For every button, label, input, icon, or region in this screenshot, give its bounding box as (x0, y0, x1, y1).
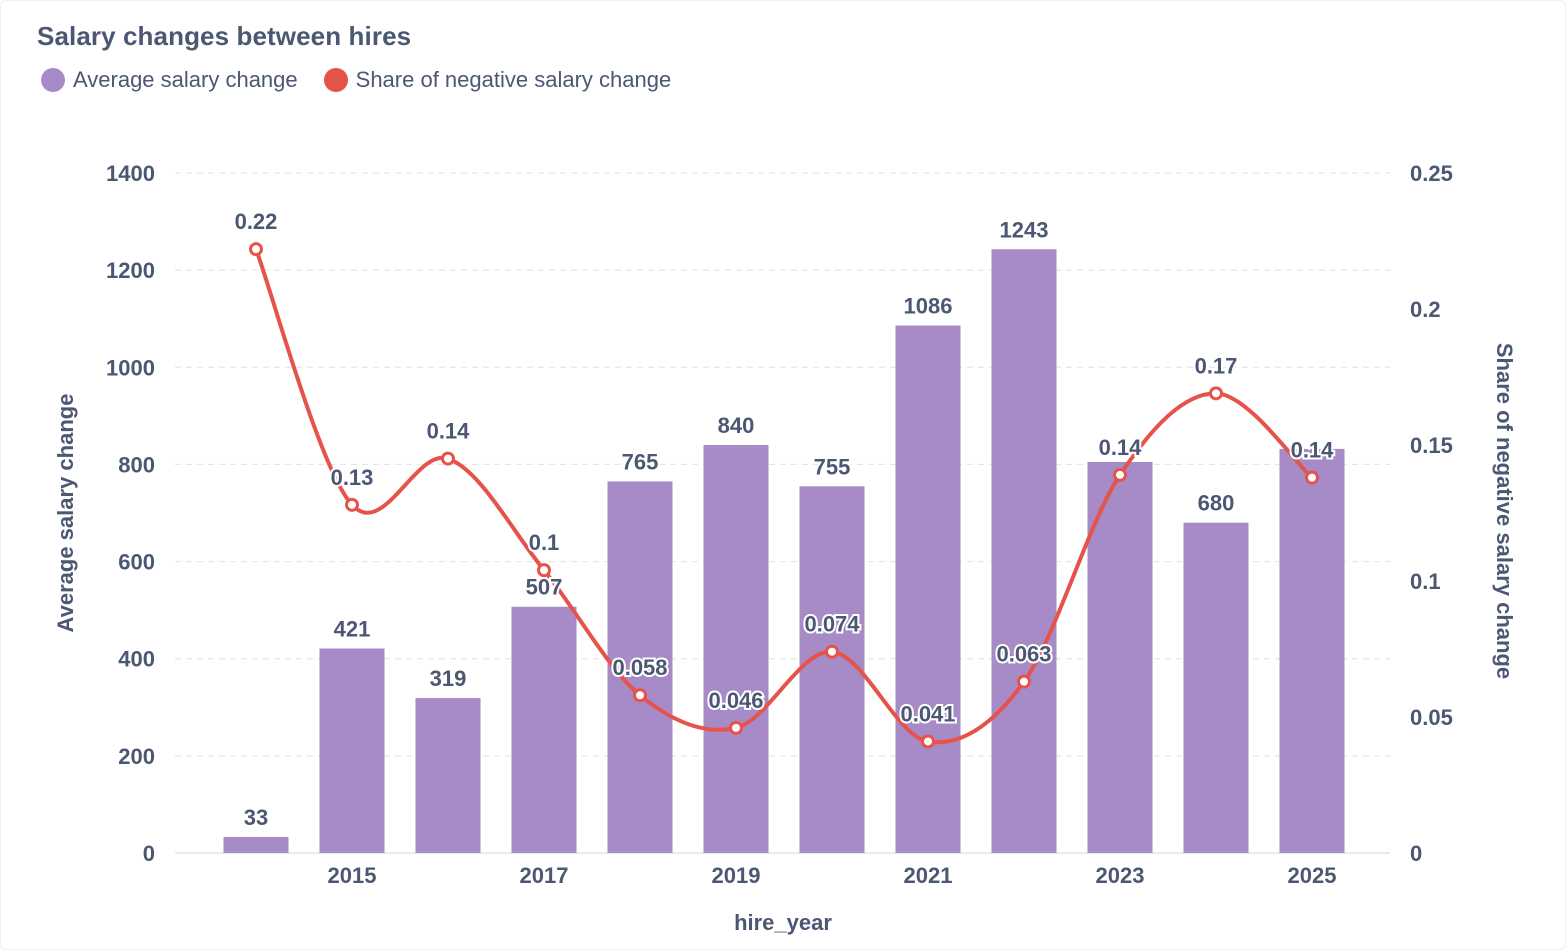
y-tick-label: 400 (118, 647, 155, 672)
y-tick-label: 800 (118, 452, 155, 477)
y-axis-title: Average salary change (53, 394, 78, 633)
bar-value-label: 680 (1198, 491, 1235, 516)
y-tick-label: 1000 (106, 355, 155, 380)
y2-axis-title: Share of negative salary change (1492, 343, 1517, 679)
x-tick-label: 2023 (1096, 863, 1145, 888)
line-value-label: 0.17 (1195, 353, 1238, 378)
bar-value-label: 1243 (1000, 217, 1049, 242)
bar-value-label: 1086 (904, 294, 953, 319)
line-value-label: 0.041 (900, 701, 955, 726)
legend-line-swatch (323, 68, 348, 92)
legend-item-bars[interactable]: Average salary change (41, 67, 298, 93)
bar (991, 249, 1057, 853)
line-value-label: 0.074 (804, 612, 860, 637)
line-point (1305, 470, 1319, 485)
x-tick-label: 2015 (328, 863, 377, 888)
y2-tick-label: 0.15 (1410, 433, 1453, 458)
y2-tick-label: 0.05 (1410, 705, 1453, 730)
line-value-label: 0.14 (1291, 438, 1335, 463)
line-value-label: 0.13 (331, 465, 374, 490)
y-tick-label: 200 (118, 744, 155, 769)
bar (799, 486, 865, 853)
y2-tick-label: 0.2 (1410, 297, 1441, 322)
x-axis-title: hire_year (734, 910, 832, 935)
y-tick-label: 600 (118, 550, 155, 575)
bar-value-label: 319 (430, 666, 467, 691)
line-point (249, 242, 263, 257)
line-value-label: 0.1 (529, 530, 560, 555)
bar (895, 325, 961, 853)
bar-value-label: 33 (244, 805, 268, 830)
y-tick-label: 0 (143, 841, 155, 866)
y2-tick-label: 0.1 (1410, 569, 1441, 594)
line-point (921, 734, 935, 749)
chart-title: Salary changes between hires (37, 21, 412, 51)
bar (703, 445, 769, 853)
legend-bars-label: Average salary change (73, 67, 298, 92)
legend: Average salary change Share of negative … (41, 67, 697, 93)
bar-value-label: 507 (526, 575, 563, 600)
x-tick-label: 2025 (1288, 863, 1337, 888)
bar (1279, 448, 1345, 853)
bar (223, 836, 289, 853)
line-point (729, 720, 743, 735)
bar (415, 698, 481, 853)
bar-value-label: 765 (622, 449, 659, 474)
line-point (345, 497, 359, 512)
line-point (633, 688, 647, 703)
bar (511, 606, 577, 853)
x-tick-label: 2021 (904, 863, 953, 888)
x-tick-label: 2019 (712, 863, 761, 888)
legend-bars-swatch (41, 68, 65, 92)
bar (1087, 462, 1153, 853)
bar (1183, 522, 1249, 853)
bar-value-label: 755 (814, 454, 851, 479)
line-point (537, 563, 551, 578)
line-point (1209, 386, 1223, 401)
bar (607, 481, 673, 853)
legend-item-line[interactable]: Share of negative salary change (323, 67, 672, 93)
line-series (254, 247, 1314, 745)
y2-tick-label: 0 (1410, 841, 1422, 866)
line-value-label: 0.046 (708, 688, 763, 713)
bar-value-label: 421 (334, 617, 371, 642)
line-value-label: 0.14 (427, 419, 471, 444)
line-point (1017, 674, 1031, 689)
bar (319, 648, 385, 853)
legend-line-label: Share of negative salary change (355, 67, 672, 92)
y2-tick-label: 0.25 (1410, 161, 1453, 186)
line-value-label: 0.22 (235, 209, 278, 234)
y-tick-label: 1400 (106, 161, 155, 186)
line-value-label: 0.063 (996, 642, 1051, 667)
x-tick-label: 2017 (520, 863, 569, 888)
line-value-label: 0.14 (1099, 435, 1143, 460)
line-point (441, 451, 455, 466)
line-point (825, 644, 839, 659)
line-point (1113, 467, 1127, 482)
line-value-label: 0.058 (612, 655, 667, 680)
bar-value-label: 840 (718, 413, 755, 438)
y-tick-label: 1200 (106, 258, 155, 283)
